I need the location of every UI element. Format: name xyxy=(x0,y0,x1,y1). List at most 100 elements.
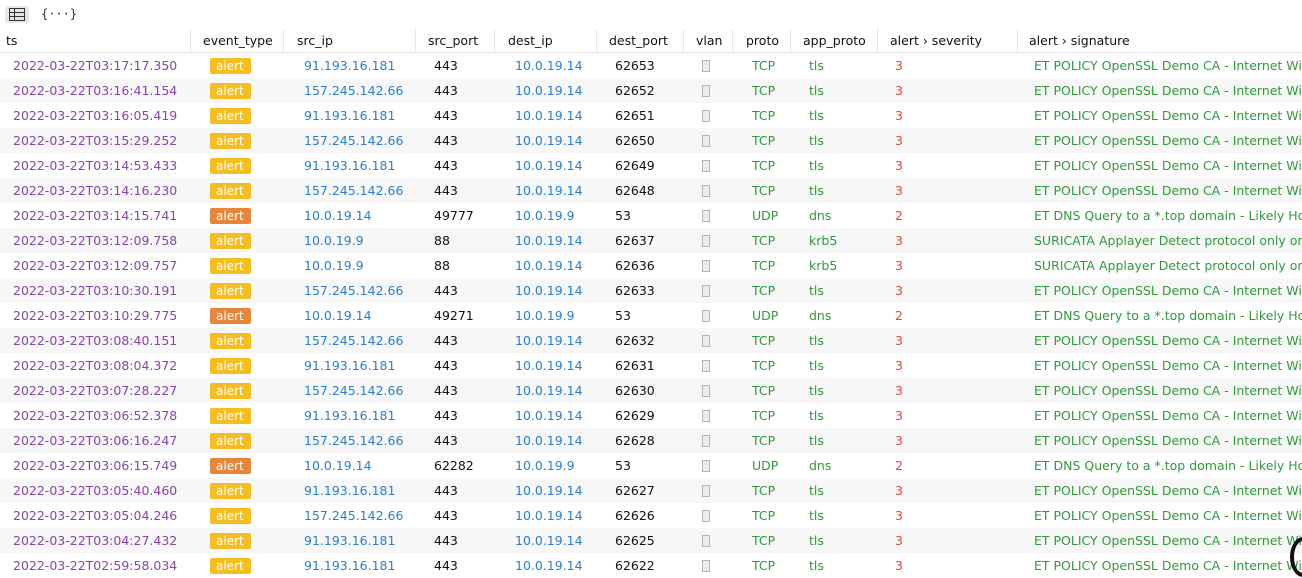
src-port-cell[interactable]: 443 xyxy=(434,408,458,423)
src-ip-cell[interactable]: 157.245.142.66 xyxy=(304,183,404,198)
src-port-cell[interactable]: 443 xyxy=(434,433,458,448)
signature-cell[interactable]: ET POLICY OpenSSL Demo CA - Internet Wid… xyxy=(1034,133,1302,148)
event-type-cell[interactable]: alert xyxy=(210,53,251,78)
severity-cell[interactable]: 3 xyxy=(895,483,903,498)
severity-cell[interactable]: 3 xyxy=(895,58,903,73)
event-type-badge[interactable]: alert xyxy=(210,333,251,349)
src-port-cell[interactable]: 443 xyxy=(434,558,458,573)
table-row[interactable]: 2022-03-22T03:14:16.230 157.245.142.66 443… xyxy=(0,178,1302,203)
app-proto-cell[interactable]: tls xyxy=(809,408,824,423)
dest-ip-cell[interactable]: 10.0.19.14 xyxy=(515,433,583,448)
src-ip-cell[interactable]: 91.193.16.181 xyxy=(304,58,396,73)
ts-cell[interactable]: 2022-03-22T03:15:29.252 xyxy=(13,133,178,148)
src-port-cell[interactable]: 443 xyxy=(434,508,458,523)
event-type-badge[interactable]: alert xyxy=(210,133,251,149)
src-ip-cell[interactable]: 10.0.19.14 xyxy=(304,458,372,473)
src-ip-cell[interactable]: 157.245.142.66 xyxy=(304,333,404,348)
proto-cell[interactable]: TCP xyxy=(752,108,776,123)
event-type-cell[interactable]: alert xyxy=(210,153,251,178)
src-ip-cell[interactable]: 91.193.16.181 xyxy=(304,558,396,573)
table-row[interactable]: 2022-03-22T03:08:40.151 157.245.142.66 443… xyxy=(0,328,1302,353)
proto-cell[interactable]: TCP xyxy=(752,358,776,373)
event-type-cell[interactable]: alert xyxy=(210,553,251,578)
severity-cell[interactable]: 2 xyxy=(895,308,903,323)
src-port-cell[interactable]: 49777 xyxy=(434,208,474,223)
app-proto-cell[interactable]: tls xyxy=(809,508,824,523)
src-port-cell[interactable]: 443 xyxy=(434,358,458,373)
table-row[interactable]: 2022-03-22T03:06:15.749 10.0.19.14 62282 10… xyxy=(0,453,1302,478)
src-port-cell[interactable]: 443 xyxy=(434,533,458,548)
ts-cell[interactable]: 2022-03-22T03:16:05.419 xyxy=(13,108,178,123)
event-type-badge[interactable]: alert xyxy=(210,383,251,399)
proto-cell[interactable]: TCP xyxy=(752,158,776,173)
signature-cell[interactable]: ET POLICY OpenSSL Demo CA - Internet Wid… xyxy=(1034,83,1302,98)
dest-ip-cell[interactable]: 10.0.19.14 xyxy=(515,58,583,73)
severity-cell[interactable]: 3 xyxy=(895,433,903,448)
src-port-cell[interactable]: 443 xyxy=(434,158,458,173)
app-proto-cell[interactable]: tls xyxy=(809,533,824,548)
dest-port-cell[interactable]: 62651 xyxy=(615,108,655,123)
proto-cell[interactable]: TCP xyxy=(752,283,776,298)
event-type-badge[interactable]: alert xyxy=(210,258,251,274)
signature-cell[interactable]: ET DNS Query to a *.top domain - Likely … xyxy=(1034,458,1302,473)
table-row[interactable]: 2022-03-22T03:17:17.350 91.193.16.181 443 1… xyxy=(0,53,1302,78)
proto-cell[interactable]: TCP xyxy=(752,58,776,73)
severity-cell[interactable]: 3 xyxy=(895,333,903,348)
event-type-cell[interactable]: alert xyxy=(210,353,251,378)
column-header-vlan[interactable]: vlan xyxy=(690,29,733,52)
severity-cell[interactable]: 3 xyxy=(895,508,903,523)
app-proto-cell[interactable]: dns xyxy=(809,458,832,473)
dest-port-cell[interactable]: 62631 xyxy=(615,358,655,373)
proto-cell[interactable]: TCP xyxy=(752,508,776,523)
event-type-badge[interactable]: alert xyxy=(210,83,251,99)
signature-cell[interactable]: ET POLICY OpenSSL Demo CA - Internet Wid… xyxy=(1034,408,1302,423)
column-header-dest-ip[interactable]: dest_ip xyxy=(502,29,597,52)
dest-ip-cell[interactable]: 10.0.19.14 xyxy=(515,333,583,348)
event-type-badge[interactable]: alert xyxy=(210,58,251,74)
app-proto-cell[interactable]: tls xyxy=(809,58,824,73)
dest-ip-cell[interactable]: 10.0.19.14 xyxy=(515,383,583,398)
event-type-badge[interactable]: alert xyxy=(210,558,251,574)
dest-port-cell[interactable]: 62649 xyxy=(615,158,655,173)
app-proto-cell[interactable]: tls xyxy=(809,108,824,123)
src-port-cell[interactable]: 443 xyxy=(434,108,458,123)
signature-cell[interactable]: ET POLICY OpenSSL Demo CA - Internet Wid… xyxy=(1034,283,1302,298)
src-port-cell[interactable]: 443 xyxy=(434,483,458,498)
src-ip-cell[interactable]: 91.193.16.181 xyxy=(304,408,396,423)
table-row[interactable]: 2022-03-22T03:07:28.227 157.245.142.66 443… xyxy=(0,378,1302,403)
severity-cell[interactable]: 3 xyxy=(895,83,903,98)
signature-cell[interactable]: ET POLICY OpenSSL Demo CA - Internet Wid… xyxy=(1034,108,1302,123)
src-ip-cell[interactable]: 157.245.142.66 xyxy=(304,383,404,398)
event-type-badge[interactable]: alert xyxy=(210,108,251,124)
dest-port-cell[interactable]: 62632 xyxy=(615,333,655,348)
table-row[interactable]: 2022-03-22T03:14:53.433 91.193.16.181 443 1… xyxy=(0,153,1302,178)
event-type-badge[interactable]: alert xyxy=(210,433,251,449)
dest-port-cell[interactable]: 62653 xyxy=(615,58,655,73)
event-type-badge[interactable]: alert xyxy=(210,358,251,374)
severity-cell[interactable]: 3 xyxy=(895,283,903,298)
dest-port-cell[interactable]: 62628 xyxy=(615,433,655,448)
src-ip-cell[interactable]: 10.0.19.9 xyxy=(304,258,364,273)
app-proto-cell[interactable]: tls xyxy=(809,358,824,373)
ts-cell[interactable]: 2022-03-22T03:14:15.741 xyxy=(13,208,178,223)
src-ip-cell[interactable]: 91.193.16.181 xyxy=(304,358,396,373)
event-type-badge[interactable]: alert xyxy=(210,158,251,174)
column-header-src-ip[interactable]: src_ip xyxy=(291,29,416,52)
event-type-badge[interactable]: alert xyxy=(210,508,251,524)
ts-cell[interactable]: 2022-03-22T03:06:16.247 xyxy=(13,433,178,448)
event-type-badge[interactable]: alert xyxy=(210,533,251,549)
dest-port-cell[interactable]: 53 xyxy=(615,458,631,473)
app-proto-cell[interactable]: tls xyxy=(809,283,824,298)
ts-cell[interactable]: 2022-03-22T03:08:40.151 xyxy=(13,333,178,348)
dest-ip-cell[interactable]: 10.0.19.14 xyxy=(515,133,583,148)
app-proto-cell[interactable]: tls xyxy=(809,183,824,198)
severity-cell[interactable]: 3 xyxy=(895,408,903,423)
app-proto-cell[interactable]: tls xyxy=(809,483,824,498)
dest-ip-cell[interactable]: 10.0.19.14 xyxy=(515,258,583,273)
column-header-alert-severity[interactable]: alert › severity xyxy=(884,29,1018,52)
proto-cell[interactable]: UDP xyxy=(752,308,779,323)
dest-port-cell[interactable]: 62652 xyxy=(615,83,655,98)
app-proto-cell[interactable]: tls xyxy=(809,383,824,398)
dest-ip-cell[interactable]: 10.0.19.14 xyxy=(515,558,583,573)
ts-cell[interactable]: 2022-03-22T03:06:52.378 xyxy=(13,408,178,423)
